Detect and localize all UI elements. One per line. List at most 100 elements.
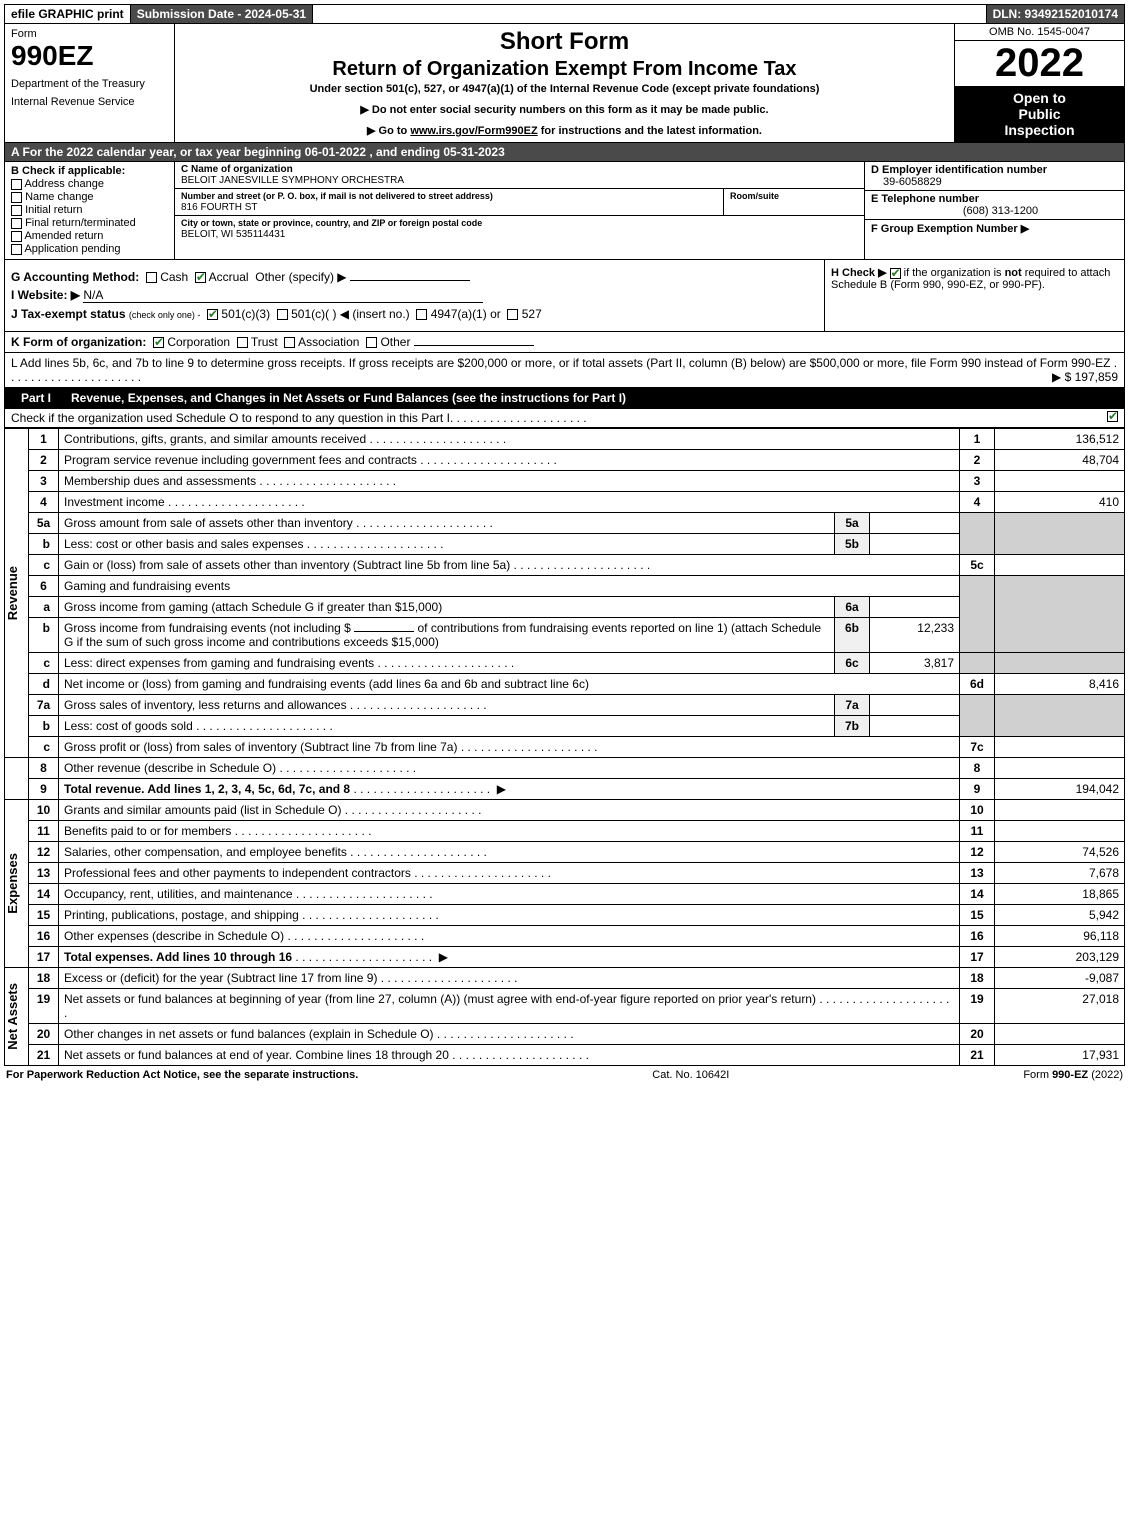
line-21-amount: 17,931: [995, 1045, 1125, 1066]
g-other-input[interactable]: [350, 280, 470, 281]
line-17: 17 Total expenses. Add lines 10 through …: [5, 947, 1125, 968]
i-label: I Website: ▶: [11, 288, 80, 302]
d-label: D Employer identification number: [871, 164, 1118, 176]
i-website: I Website: ▶ N/A: [11, 288, 818, 303]
c-name-label: C Name of organization: [181, 164, 293, 175]
revenue-label: Revenue: [5, 566, 20, 620]
line-9: 9 Total revenue. Add lines 1, 2, 3, 4, 5…: [5, 779, 1125, 800]
k-corp-checkbox[interactable]: [153, 337, 164, 348]
c-suite-block: Room/suite: [724, 189, 864, 215]
line-5b-val: [870, 534, 960, 555]
footer-right: Form 990-EZ (2022): [1023, 1069, 1123, 1081]
line-2: 2 Program service revenue including gove…: [5, 450, 1125, 471]
header-center: Short Form Return of Organization Exempt…: [175, 24, 954, 142]
line-6c-val: 3,817: [870, 653, 960, 674]
line-3: 3 Membership dues and assessments 3: [5, 471, 1125, 492]
c-address-row: Number and street (or P. O. box, if mail…: [175, 189, 864, 216]
line-17-amount: 203,129: [995, 947, 1125, 968]
line-6b-val: 12,233: [870, 618, 960, 653]
line-3-amount: [995, 471, 1125, 492]
c-suite-label: Room/suite: [730, 191, 779, 201]
b-amended-return[interactable]: Amended return: [11, 230, 168, 242]
b-initial-return[interactable]: Initial return: [11, 204, 168, 216]
c-street-label: Number and street (or P. O. box, if mail…: [181, 191, 493, 201]
c-name-block: C Name of organization BELOIT JANESVILLE…: [175, 162, 864, 189]
part1-subheader: Check if the organization used Schedule …: [4, 409, 1125, 428]
line-7a-val: [870, 695, 960, 716]
b-address-change[interactable]: Address change: [11, 178, 168, 190]
k-assoc-checkbox[interactable]: [284, 337, 295, 348]
b-application-pending[interactable]: Application pending: [11, 243, 168, 255]
g-accrual-checkbox[interactable]: [195, 272, 206, 283]
col-c-org-info: C Name of organization BELOIT JANESVILLE…: [175, 162, 864, 259]
line-6a-val: [870, 597, 960, 618]
line-9-amount: 194,042: [995, 779, 1125, 800]
tax-year: 2022: [955, 41, 1124, 86]
k-trust-checkbox[interactable]: [237, 337, 248, 348]
g-accounting: G Accounting Method: Cash Accrual Other …: [11, 270, 818, 284]
dln: DLN: 93492152010174: [987, 5, 1124, 23]
instr-goto: ▶ Go to www.irs.gov/Form990EZ for instru…: [183, 124, 946, 137]
line-7a: 7a Gross sales of inventory, less return…: [5, 695, 1125, 716]
header-left: Form 990EZ Department of the Treasury In…: [5, 24, 175, 142]
j-4947-checkbox[interactable]: [416, 309, 427, 320]
line-5b: b Less: cost or other basis and sales ex…: [5, 534, 1125, 555]
d-ein-block: D Employer identification number 39-6058…: [865, 162, 1124, 191]
j-tax-status: J Tax-exempt status (check only one) - 5…: [11, 307, 818, 321]
line-1: Revenue 1 Contributions, gifts, grants, …: [5, 429, 1125, 450]
part1-header: Part I Revenue, Expenses, and Changes in…: [4, 388, 1125, 409]
e-label: E Telephone number: [871, 193, 1118, 205]
d-ein: 39-6058829: [883, 176, 1118, 188]
line-4-amount: 410: [995, 492, 1125, 513]
h-checkbox[interactable]: [890, 268, 901, 279]
open-l1: Open to: [959, 90, 1120, 106]
net-assets-label: Net Assets: [5, 983, 20, 1050]
k-other-checkbox[interactable]: [366, 337, 377, 348]
line-6: 6 Gaming and fundraising events: [5, 576, 1125, 597]
section-bcdef: B Check if applicable: Address change Na…: [4, 162, 1125, 260]
b-final-return[interactable]: Final return/terminated: [11, 217, 168, 229]
line-15: 15 Printing, publications, postage, and …: [5, 905, 1125, 926]
b-name-change[interactable]: Name change: [11, 191, 168, 203]
line-5a: 5a Gross amount from sale of assets othe…: [5, 513, 1125, 534]
c-street: 816 FOURTH ST: [181, 202, 258, 213]
line-18: Net Assets 18 Excess or (deficit) for th…: [5, 968, 1125, 989]
open-l3: Inspection: [959, 122, 1120, 138]
line-2-amount: 48,704: [995, 450, 1125, 471]
line-5c-amount: [995, 555, 1125, 576]
footer-left: For Paperwork Reduction Act Notice, see …: [6, 1069, 358, 1081]
e-phone: (608) 313-1200: [883, 205, 1118, 217]
efile-label: efile GRAPHIC print: [5, 5, 131, 23]
part1-table: Revenue 1 Contributions, gifts, grants, …: [4, 428, 1125, 1066]
line-18-amount: -9,087: [995, 968, 1125, 989]
form-header: Form 990EZ Department of the Treasury In…: [4, 24, 1125, 143]
line-19: 19 Net assets or fund balances at beginn…: [5, 989, 1125, 1024]
line-6d: d Net income or (loss) from gaming and f…: [5, 674, 1125, 695]
j-501c3-checkbox[interactable]: [207, 309, 218, 320]
h-label: H Check ▶: [831, 267, 887, 279]
open-l2: Public: [959, 106, 1120, 122]
k-other-input[interactable]: [414, 345, 534, 346]
line-6b: b Gross income from fundraising events (…: [5, 618, 1125, 653]
main-title: Return of Organization Exempt From Incom…: [183, 58, 946, 81]
g-cash-checkbox[interactable]: [146, 272, 157, 283]
j-label: J Tax-exempt status: [11, 307, 126, 321]
form-number: 990EZ: [11, 40, 168, 72]
part1-schedule-o-checkbox[interactable]: [1107, 411, 1118, 422]
b-header: B Check if applicable:: [11, 165, 168, 177]
j-501c-checkbox[interactable]: [277, 309, 288, 320]
j-527-checkbox[interactable]: [507, 309, 518, 320]
line-13-amount: 7,678: [995, 863, 1125, 884]
c-org-name: BELOIT JANESVILLE SYMPHONY ORCHESTRA: [181, 175, 404, 186]
line-20-amount: [995, 1024, 1125, 1045]
header-right: OMB No. 1545-0047 2022 Open to Public In…: [954, 24, 1124, 142]
line-8: 8 Other revenue (describe in Schedule O)…: [5, 758, 1125, 779]
section-l: L Add lines 5b, 6c, and 7b to line 9 to …: [4, 353, 1125, 388]
submission-date: Submission Date - 2024-05-31: [131, 5, 313, 23]
ghi-left: G Accounting Method: Cash Accrual Other …: [5, 260, 824, 331]
open-to-public: Open to Public Inspection: [955, 86, 1124, 142]
topbar-spacer: [313, 5, 986, 23]
line-7c-amount: [995, 737, 1125, 758]
part1-title: Revenue, Expenses, and Changes in Net As…: [71, 391, 1118, 405]
irs-link[interactable]: www.irs.gov/Form990EZ: [410, 125, 537, 137]
